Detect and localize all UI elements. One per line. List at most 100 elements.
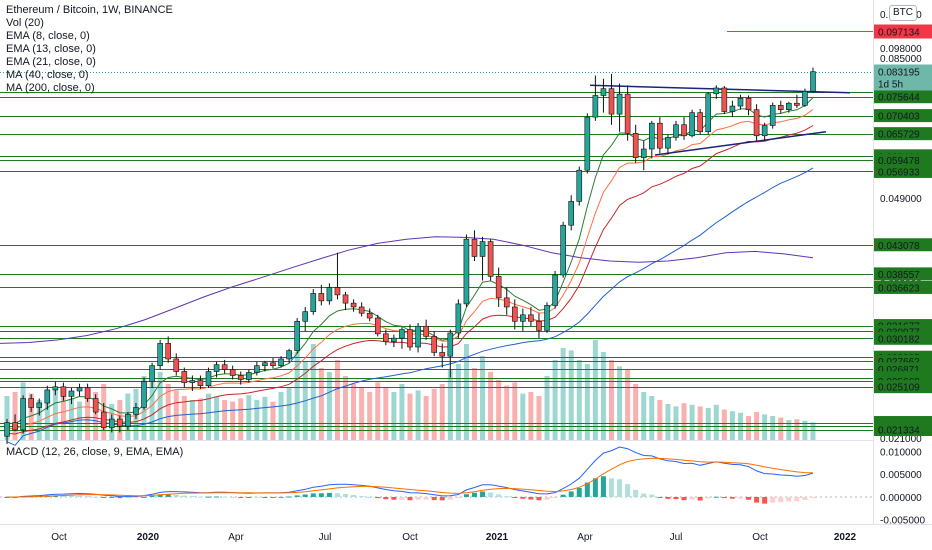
volume-bar <box>729 411 735 440</box>
macd-histogram-bar <box>504 496 510 498</box>
candle-body <box>12 422 18 431</box>
indicator-ma200[interactable]: MA (200, close, 0) <box>6 82 95 94</box>
volume-bar <box>206 393 211 440</box>
volume-bar <box>528 392 534 440</box>
volume-bar <box>423 396 429 440</box>
volume-bar <box>762 414 768 440</box>
macd-histogram-bar <box>794 496 800 502</box>
candle-body <box>358 306 365 314</box>
candle-body <box>608 88 615 115</box>
indicator-ema21[interactable]: EMA (21, close, 0) <box>6 56 96 68</box>
macd-histogram-bar <box>93 496 99 498</box>
macd-histogram-bar <box>101 496 107 498</box>
candle-body <box>399 329 405 339</box>
indicator-ema8[interactable]: EMA (8, close, 0) <box>6 30 90 42</box>
time-tick-label: 2020 <box>137 532 160 543</box>
macd-histogram-bar <box>568 491 574 497</box>
time-tick-label: Oct <box>51 532 67 543</box>
macd-histogram-bar <box>520 496 526 499</box>
macd-histogram-bar <box>471 492 477 497</box>
macd-histogram-bar <box>197 496 203 498</box>
macd-histogram-bar <box>294 495 300 497</box>
currency-badge[interactable]: BTC <box>889 5 917 21</box>
volume-bar <box>359 387 365 440</box>
volume-bar <box>544 376 550 440</box>
candle-body <box>391 337 397 342</box>
candle-body <box>640 148 647 158</box>
macd-histogram-bar <box>206 496 211 498</box>
macd-legend[interactable]: MACD (12, 26, close, 9, EMA, EMA) <box>6 446 184 458</box>
candle-body <box>737 97 744 107</box>
alert-price-label: 0.097134 <box>878 28 920 39</box>
macd-histogram-bar <box>375 496 381 499</box>
macd-histogram-bar <box>649 494 655 497</box>
candle-body <box>810 71 816 92</box>
countdown-label: 1d 5h <box>878 80 903 91</box>
candle-body <box>302 311 309 322</box>
candle-body <box>350 302 357 308</box>
volume-bar <box>471 368 477 440</box>
macd-histogram-bar <box>310 493 316 497</box>
volume-bar <box>455 364 461 440</box>
candle-body <box>213 364 220 372</box>
price-tick-label: 0.098000 <box>880 44 922 55</box>
volume-bar <box>794 419 800 440</box>
macd-histogram-bar <box>657 496 663 498</box>
volume-bar <box>375 382 381 440</box>
volume-bar <box>326 372 332 440</box>
symbol-title[interactable]: Ethereum / Bitcoin, 1W, BINANCE <box>6 4 173 16</box>
current-price-tag <box>874 64 932 91</box>
indicator-ma40[interactable]: MA (40, close, 0) <box>6 69 89 81</box>
volume-bar <box>552 360 558 440</box>
volume-bar <box>649 396 655 440</box>
macd-histogram-bar <box>544 496 550 500</box>
time-tick-label: Jul <box>670 532 683 543</box>
macd-tick-label: 0.000000 <box>880 493 922 504</box>
macd-histogram-bar <box>367 496 373 498</box>
macd-histogram-bar <box>230 496 236 498</box>
candle-body <box>568 201 575 226</box>
candle-body <box>366 312 373 319</box>
macd-histogram-bar <box>431 496 437 501</box>
volume-bar <box>689 404 695 440</box>
candle-body <box>520 314 526 322</box>
macd-histogram-bar <box>351 494 357 497</box>
level-price-label: 0.043078 <box>878 241 920 252</box>
macd-histogram-bar <box>705 496 711 499</box>
volume-bar <box>85 396 91 440</box>
macd-histogram-bar <box>214 496 220 498</box>
candle-body <box>44 389 51 404</box>
indicator-ema13[interactable]: EMA (13, close, 0) <box>6 43 96 55</box>
level-price-tag <box>874 127 932 141</box>
time-tick-label: Apr <box>577 532 593 543</box>
macd-histogram-bar <box>125 496 131 499</box>
candle-body <box>189 380 196 383</box>
macd-histogram-bar <box>496 494 502 497</box>
candle-body <box>197 380 204 387</box>
macd-histogram-bar <box>665 496 671 499</box>
volume-bar <box>657 400 663 440</box>
candle-body <box>753 109 760 137</box>
candle-body <box>262 362 268 366</box>
candle-body <box>374 317 381 335</box>
candle-body <box>447 332 454 357</box>
volume-bar <box>576 360 582 440</box>
indicator-volume[interactable]: Vol (20) <box>6 17 44 29</box>
volume-bar <box>665 404 671 440</box>
candle-body <box>318 293 325 302</box>
volume-bar <box>60 392 66 440</box>
level-price-label: 0.026871 <box>878 365 920 376</box>
current-price-label: 0.083195 <box>878 68 920 79</box>
level-price-label: 0.036623 <box>878 283 920 294</box>
support-trendline <box>654 131 827 156</box>
macd-histogram-bar <box>609 478 614 497</box>
volume-bar <box>488 372 494 440</box>
candle-body <box>415 325 421 348</box>
volume-bar <box>181 396 187 440</box>
macd-histogram-bar <box>455 496 461 499</box>
macd-histogram-bar <box>286 496 292 498</box>
macd-histogram-bar <box>689 496 695 500</box>
volume-bar <box>318 368 324 440</box>
volume-bar <box>721 409 727 440</box>
